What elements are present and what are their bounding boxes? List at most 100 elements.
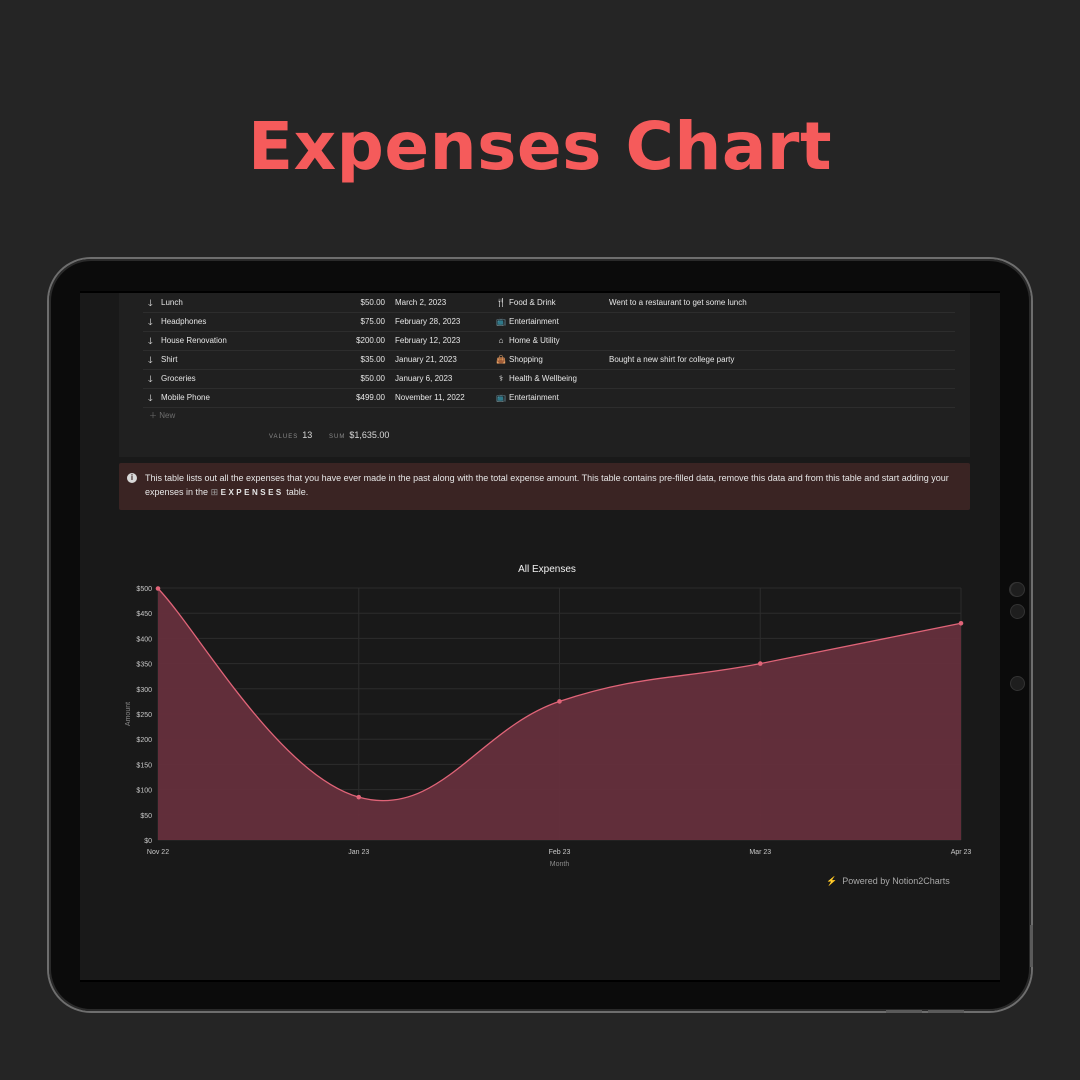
arrow-down-icon: 🡓 (148, 374, 153, 384)
data-point (958, 620, 964, 626)
y-tick-label: $300 (136, 687, 152, 694)
expense-date: January 21, 2023 (395, 355, 457, 364)
category-label: Shopping (509, 355, 543, 364)
callout-text-main: This table lists out all the expenses th… (145, 473, 949, 497)
arrow-down-icon: 🡓 (148, 298, 153, 308)
expense-amount: $200.00 (356, 336, 385, 345)
expense-amount: $50.00 (360, 298, 385, 307)
expense-name: Groceries (161, 374, 196, 383)
category-label: Entertainment (509, 393, 559, 402)
expenses-chart: $0 $50 $100 $150 $200 $250 $300 $350 $400 $450 $50… (125, 586, 972, 868)
expense-note: Went to a restaurant to get some lunch (609, 298, 747, 307)
expense-category: 🍴 Food & Drink (496, 298, 556, 307)
series-line (157, 588, 962, 802)
category-label: Home & Utility (509, 336, 560, 345)
volume-button (886, 1010, 922, 1013)
info-icon: i (127, 473, 137, 483)
values-label: VALUES (269, 434, 299, 440)
expense-amount: $50.00 (360, 374, 385, 383)
data-point (155, 586, 161, 591)
expense-category: ⚕ Health & Wellbeing (496, 374, 577, 383)
volume-button (928, 1010, 964, 1013)
expense-amount: $35.00 (360, 355, 385, 364)
tv-icon: 📺 (496, 317, 506, 326)
y-tick-label: $250 (136, 712, 152, 719)
arrow-down-icon: 🡓 (148, 355, 153, 365)
y-tick-label: $150 (136, 762, 152, 769)
bag-icon: 👜 (496, 355, 506, 364)
y-tick-label: $500 (136, 586, 152, 593)
x-tick-label: Feb 23 (549, 849, 571, 856)
info-callout: i This table lists out all the expenses … (119, 463, 970, 510)
arrow-down-icon: 🡓 (148, 336, 153, 346)
x-tick-label: Jan 23 (348, 849, 369, 856)
sum-total: SUM $1,635.00 (329, 430, 389, 440)
expense-name: Headphones (161, 317, 207, 326)
expense-amount: $499.00 (356, 393, 385, 402)
category-label: Food & Drink (509, 298, 556, 307)
camera-icon (1010, 582, 1025, 597)
expense-name: Shirt (161, 355, 178, 364)
table-row[interactable]: 🡓 Mobile Phone $499.00 November 11, 2022 📺 En… (143, 388, 955, 408)
x-tick-label: Apr 23 (951, 849, 972, 856)
expense-category: 📺 Entertainment (496, 393, 559, 402)
callout-text-tail: table. (286, 487, 309, 497)
expense-category: ⌂ Home & Utility (496, 336, 560, 345)
new-row-label: New (159, 411, 176, 420)
callout-text: This table lists out all the expenses th… (145, 471, 955, 500)
powered-text: Powered by Notion2Charts (842, 876, 950, 886)
expense-name: House Renovation (161, 336, 227, 345)
sensor-icon (1010, 676, 1025, 691)
sum-label: SUM (329, 434, 346, 440)
expense-amount: $75.00 (360, 317, 385, 326)
arrow-down-icon: 🡓 (148, 393, 153, 403)
table-row[interactable]: 🡓 House Renovation $200.00 February 12, 202… (143, 331, 955, 351)
table-row[interactable]: 🡓 Groceries $50.00 January 6, 2023 ⚕ Health &… (143, 369, 955, 389)
y-tick-label: $450 (136, 611, 152, 618)
expenses-link[interactable]: EXPENSES (220, 488, 284, 497)
sum-value: $1,635.00 (349, 430, 390, 440)
series-area (158, 588, 961, 840)
database-icon: ⊞ (210, 487, 219, 497)
side-button (1030, 925, 1033, 967)
bolt-icon: ⚡ (826, 876, 838, 886)
expense-date: February 12, 2023 (395, 336, 461, 345)
expense-date: March 2, 2023 (395, 298, 447, 307)
home-icon: ⌂ (498, 336, 504, 345)
y-tick-label: $0 (144, 838, 152, 845)
arrow-down-icon: 🡓 (148, 317, 153, 327)
x-tick-label: Nov 22 (147, 849, 169, 856)
data-point (356, 794, 362, 800)
table-row[interactable]: 🡓 Lunch $50.00 March 2, 2023 🍴 Food & Drink We… (143, 293, 955, 313)
table-row[interactable]: 🡓 Shirt $35.00 January 21, 2023 👜 Shopping Bou… (143, 350, 955, 370)
expense-name: Mobile Phone (161, 393, 210, 402)
expense-note: Bought a new shirt for college party (609, 355, 735, 364)
table-row[interactable]: 🡓 Headphones $75.00 February 28, 2023 📺 Enter… (143, 312, 955, 332)
y-tick-label: $100 (136, 788, 152, 795)
expense-category: 👜 Shopping (496, 355, 543, 364)
powered-by[interactable]: ⚡ Powered by Notion2Charts (826, 876, 950, 887)
expense-date: January 6, 2023 (395, 374, 453, 383)
tv-icon: 📺 (496, 393, 506, 402)
x-tick-label: Mar 23 (749, 849, 771, 856)
y-tick-label: $50 (140, 813, 152, 820)
category-label: Health & Wellbeing (509, 374, 577, 383)
data-point (557, 699, 562, 704)
expense-date: February 28, 2023 (395, 317, 461, 326)
expense-date: November 11, 2022 (395, 393, 465, 402)
new-row-button[interactable]: ＋ New (149, 411, 176, 420)
chart-title: All Expenses (518, 564, 576, 575)
expenses-table: 🡓 Lunch $50.00 March 2, 2023 🍴 Food & Drink We… (119, 293, 970, 457)
app-screen: 🡓 Lunch $50.00 March 2, 2023 🍴 Food & Drink We… (80, 291, 1000, 982)
y-tick-label: $350 (136, 662, 152, 669)
y-tick-label: $200 (136, 737, 152, 744)
values-count: VALUES 13 (269, 430, 312, 440)
values-value: 13 (302, 430, 313, 440)
expense-name: Lunch (161, 298, 183, 307)
data-point (757, 661, 763, 666)
page-headline: Expenses Chart (247, 108, 833, 185)
x-axis-label: Month (550, 861, 570, 868)
y-tick-label: $400 (136, 636, 152, 643)
expense-category: 📺 Entertainment (496, 317, 559, 326)
y-axis-label: Amount (125, 702, 132, 726)
